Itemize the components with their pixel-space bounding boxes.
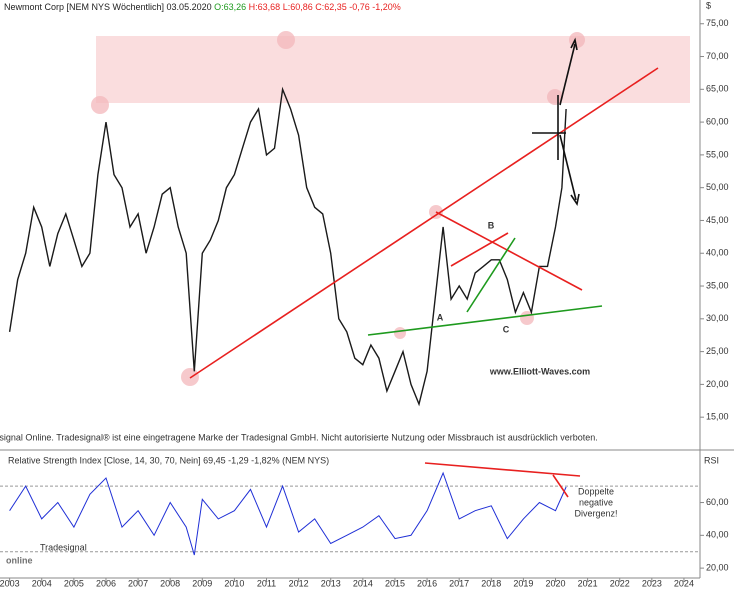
annotation: B: [488, 220, 495, 230]
annotation: C: [503, 324, 510, 334]
trend-lines: [189, 37, 659, 498]
x-tick-label: 2003: [0, 578, 20, 588]
x-tick-label: 2012: [289, 578, 309, 588]
quote-value: H:63,68: [249, 2, 281, 12]
y-tick-label: 40,00: [706, 530, 729, 540]
x-tick-label: 2020: [545, 578, 565, 588]
rsi-axis-label: RSI: [704, 455, 719, 465]
y-tick-label: 60,00: [706, 116, 729, 126]
x-tick-label: 2022: [610, 578, 630, 588]
y-tick-label: 30,00: [706, 313, 729, 323]
x-tick-label: 2019: [513, 578, 533, 588]
x-tick-label: 2024: [674, 578, 694, 588]
x-tick-label: 2016: [417, 578, 437, 588]
y-tick-label: 35,00: [706, 280, 729, 290]
x-tick-label: 2014: [353, 578, 373, 588]
divergence-note: negative: [579, 497, 613, 507]
x-tick-label: 2005: [64, 578, 84, 588]
y-tick-label: 20,00: [706, 562, 729, 572]
y-tick-label: 15,00: [706, 412, 729, 422]
annotation: Tradesignal Online. Tradesignal® ist ein…: [0, 432, 598, 442]
x-tick-label: 2015: [385, 578, 405, 588]
y-tick-label: 40,00: [706, 248, 729, 258]
divergence-note: Doppelte: [578, 486, 614, 496]
annotation: www.Elliott-Waves.com: [489, 366, 590, 376]
series-line: [9, 471, 567, 556]
x-tick-label: 2010: [224, 578, 244, 588]
logo-small: Tradesignal: [40, 542, 87, 552]
x-tick-label: 2006: [96, 578, 116, 588]
annotation: A: [437, 312, 444, 322]
x-tick-label: 2008: [160, 578, 180, 588]
y-tick-label: 60,00: [706, 497, 729, 507]
x-tick-label: 2013: [321, 578, 341, 588]
y-tick-label: 50,00: [706, 182, 729, 192]
title-text: Newmont Corp [NEM NYS Wöchentlich] 03.05…: [4, 2, 212, 12]
y-tick-label: 45,00: [706, 215, 729, 225]
y-tick-label: 65,00: [706, 84, 729, 94]
quote-value: L:60,86: [283, 2, 313, 12]
y-tick-label: 70,00: [706, 51, 729, 61]
series-line: [8, 86, 567, 407]
y-tick-label: 20,00: [706, 379, 729, 389]
x-tick-label: 2021: [578, 578, 598, 588]
divergence-note: Divergenz!: [574, 508, 617, 518]
y-tick-label: 25,00: [706, 346, 729, 356]
x-tick-label: 2018: [481, 578, 501, 588]
x-tick-label: 2004: [32, 578, 52, 588]
chart-title: Newmont Corp [NEM NYS Wöchentlich] 03.05…: [4, 2, 401, 12]
x-tick-label: 2011: [257, 578, 276, 588]
y-tick-label: 55,00: [706, 149, 729, 159]
quote-value: C:62,35 -0,76 -1,20%: [315, 2, 401, 12]
y-tick-label: 75,00: [706, 18, 729, 28]
quote-value: O:63,26: [214, 2, 246, 12]
logo-big: online: [6, 555, 33, 565]
resistance-zone: [96, 36, 690, 103]
x-tick-label: 2007: [128, 578, 148, 588]
x-tick-label: 2023: [642, 578, 662, 588]
x-tick-label: 2009: [192, 578, 212, 588]
rsi-title: Relative Strength Index [Close, 14, 30, …: [8, 455, 329, 465]
x-tick-label: 2017: [449, 578, 469, 588]
currency-label: $: [706, 0, 711, 10]
